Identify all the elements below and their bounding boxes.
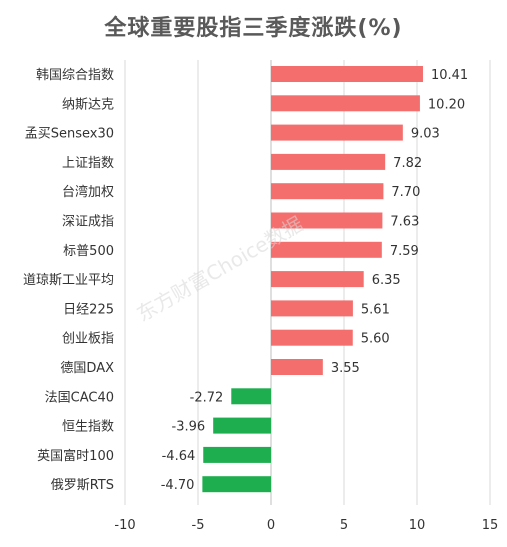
bar — [271, 241, 382, 258]
bar — [271, 300, 353, 317]
bar — [213, 417, 271, 434]
category-label: 上证指数 — [62, 156, 114, 171]
x-tick-label: -5 — [192, 518, 205, 533]
category-label: 日经225 — [63, 302, 114, 317]
bar — [271, 183, 384, 200]
bars — [202, 66, 423, 493]
x-tick-label: 5 — [340, 518, 348, 533]
category-label: 纳斯达克 — [62, 97, 114, 112]
category-label: 韩国综合指数 — [36, 68, 114, 83]
bar — [202, 476, 271, 493]
category-label: 道琼斯工业平均 — [23, 273, 114, 288]
data-label: 7.59 — [390, 244, 419, 259]
data-label: -4.70 — [161, 478, 195, 493]
bar — [231, 388, 271, 405]
data-label: -2.72 — [190, 390, 224, 405]
bar — [271, 153, 386, 170]
category-label: 孟买Sensex30 — [25, 127, 114, 142]
data-label: 10.41 — [431, 68, 468, 83]
bar — [271, 271, 364, 288]
bar — [271, 124, 403, 141]
data-label: 9.03 — [411, 127, 440, 142]
x-tick-label: 0 — [267, 518, 275, 533]
data-label: 7.82 — [393, 156, 422, 171]
category-label: 创业板指 — [62, 332, 114, 347]
data-label: 10.20 — [428, 97, 465, 112]
category-label: 标普500 — [63, 244, 114, 259]
bar — [271, 359, 323, 375]
data-label: 5.61 — [361, 302, 390, 317]
labels: 韩国综合指数 10.41 纳斯达克 10.20 孟买Sensex30 9.03 上证指数 7.… — [23, 68, 468, 493]
x-tick-label: 15 — [482, 518, 499, 533]
data-label: -3.96 — [172, 420, 206, 435]
data-label: 6.35 — [372, 273, 401, 288]
chart-title: 全球重要股指三季度涨跌(%) — [104, 16, 403, 41]
x-tick-label: 10 — [409, 518, 426, 533]
data-label: -4.64 — [162, 449, 196, 464]
x-axis-ticks: -10 -5 0 5 10 15 — [114, 518, 498, 533]
bar — [271, 212, 383, 229]
category-label: 深证成指 — [62, 215, 114, 230]
data-label: 3.55 — [331, 361, 360, 376]
data-label: 7.63 — [390, 215, 419, 230]
category-label: 俄罗斯RTS — [51, 478, 114, 493]
category-label: 法国CAC40 — [45, 390, 114, 405]
bar — [271, 329, 353, 346]
category-label: 英国富时100 — [37, 448, 114, 464]
x-tick-label: -10 — [114, 518, 135, 533]
category-label: 恒生指数 — [62, 420, 114, 435]
data-label: 5.60 — [361, 332, 390, 347]
data-label: 7.70 — [391, 185, 420, 200]
bar — [271, 66, 423, 82]
category-label: 德国DAX — [60, 361, 114, 376]
bar — [203, 446, 271, 463]
category-label: 台湾加权 — [62, 184, 114, 200]
bar — [271, 95, 420, 112]
